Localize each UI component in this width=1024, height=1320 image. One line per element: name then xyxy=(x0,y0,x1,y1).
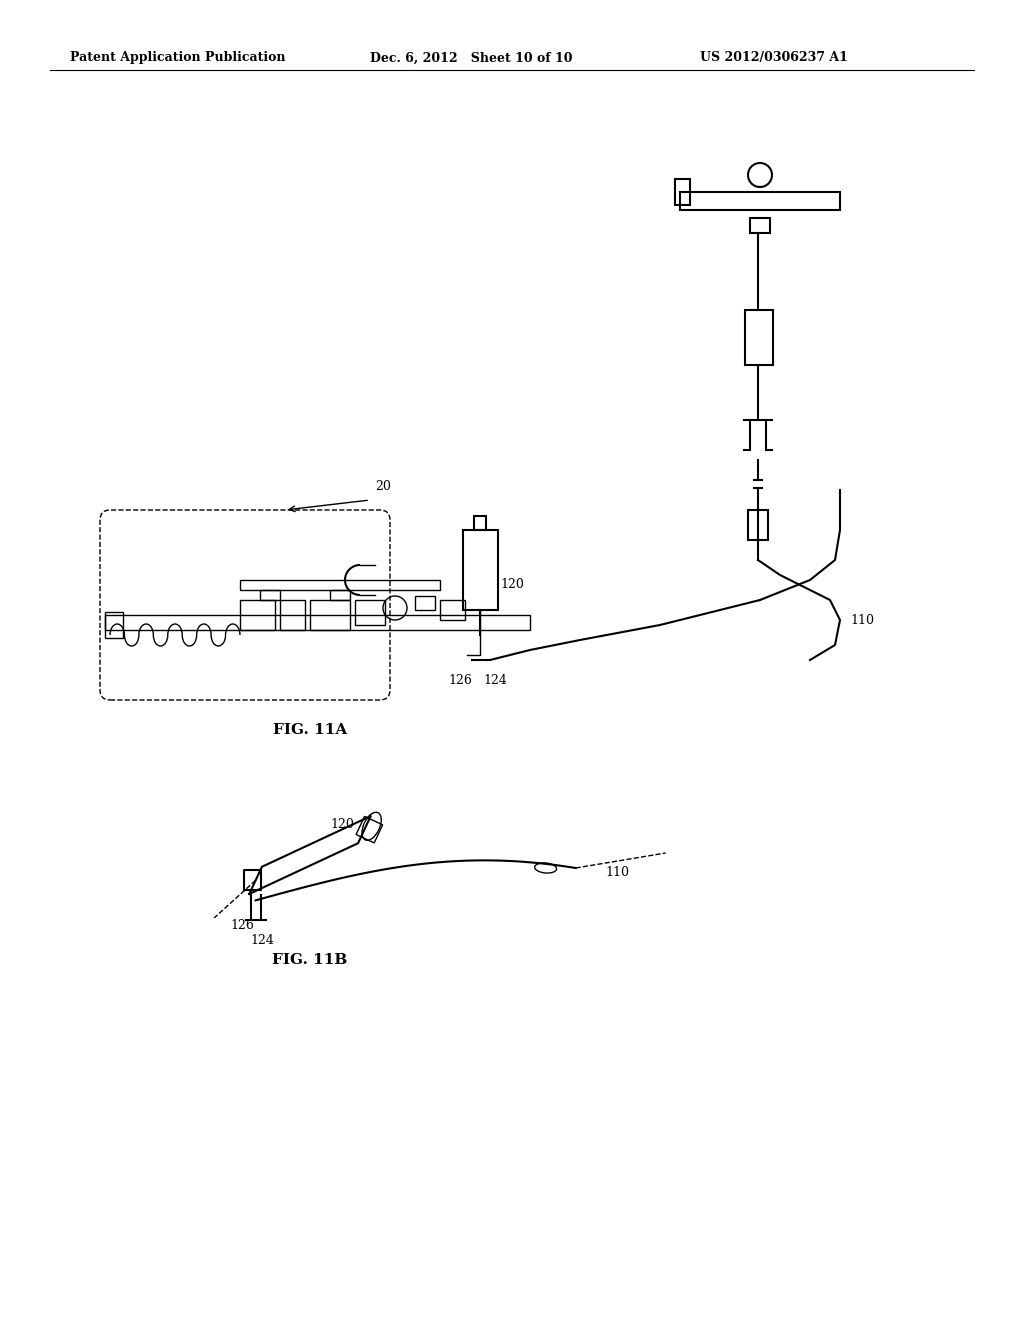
Bar xyxy=(750,218,770,234)
Bar xyxy=(310,601,350,630)
Bar xyxy=(680,191,840,210)
Bar xyxy=(440,601,465,620)
Text: FIG. 11A: FIG. 11A xyxy=(272,723,347,737)
Text: 110: 110 xyxy=(605,866,630,879)
Text: 126: 126 xyxy=(449,673,472,686)
Text: 20: 20 xyxy=(375,480,391,492)
Text: FIG. 11B: FIG. 11B xyxy=(272,953,348,968)
Text: US 2012/0306237 A1: US 2012/0306237 A1 xyxy=(700,51,848,65)
Text: 124: 124 xyxy=(483,673,507,686)
Bar xyxy=(355,601,385,624)
Bar xyxy=(105,615,530,630)
Bar xyxy=(280,601,305,630)
Bar xyxy=(356,816,383,843)
Bar xyxy=(240,579,440,590)
Text: Patent Application Publication: Patent Application Publication xyxy=(70,51,286,65)
Bar xyxy=(474,516,486,531)
Text: 110: 110 xyxy=(850,614,874,627)
Bar xyxy=(463,531,498,610)
Text: 124: 124 xyxy=(251,933,274,946)
Bar xyxy=(330,590,350,601)
Bar xyxy=(745,310,773,366)
Bar xyxy=(748,510,768,540)
Bar xyxy=(260,590,280,601)
Bar xyxy=(415,597,435,610)
Bar xyxy=(105,612,123,638)
Bar xyxy=(240,601,275,630)
Bar xyxy=(675,180,690,205)
Text: 120: 120 xyxy=(500,578,524,591)
Text: Dec. 6, 2012   Sheet 10 of 10: Dec. 6, 2012 Sheet 10 of 10 xyxy=(370,51,572,65)
Text: 126: 126 xyxy=(230,919,255,932)
Text: 120: 120 xyxy=(330,818,354,832)
